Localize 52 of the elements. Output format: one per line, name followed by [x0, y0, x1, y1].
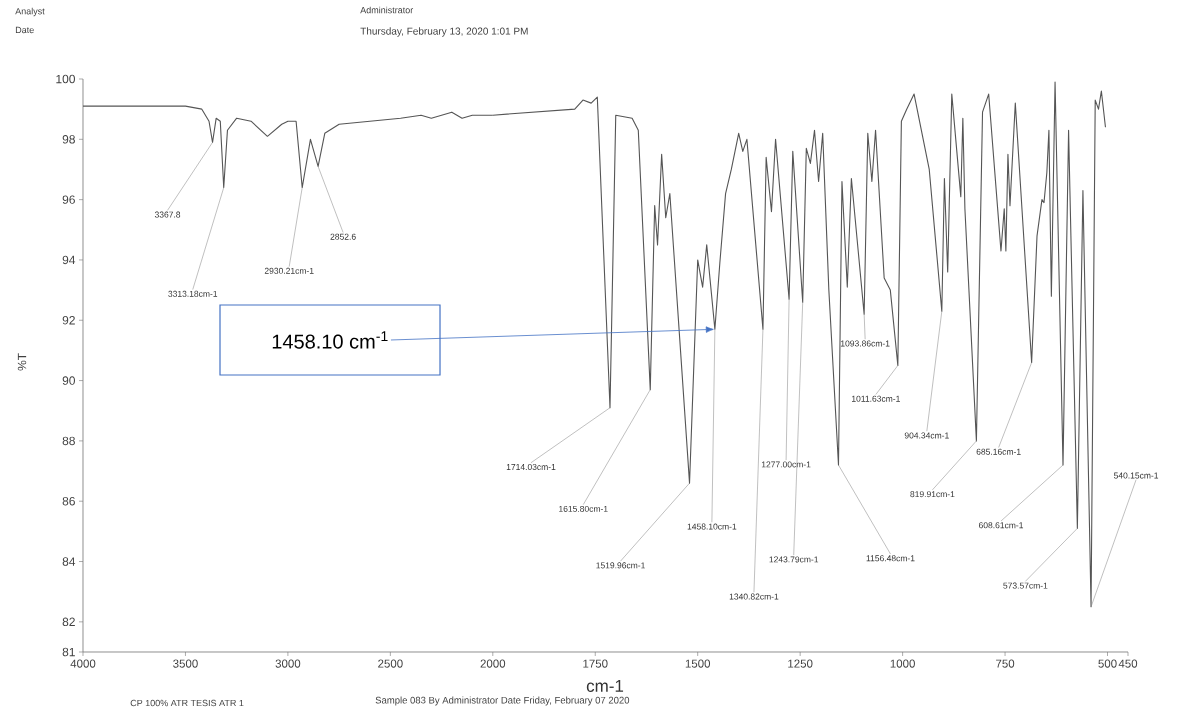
- x-tick-label: 2000: [480, 659, 506, 668]
- x-tick-label: 3000: [275, 659, 301, 668]
- x-tick-label: 500: [1098, 659, 1117, 668]
- annotation: 3367.8: [154, 211, 181, 218]
- x-tick-label: 750: [996, 659, 1015, 668]
- annotation: 1519.96cm-1: [596, 562, 645, 569]
- y-tick-label: 84: [62, 557, 76, 566]
- annotation: 2930.21cm-1: [264, 267, 314, 274]
- annotation: 1458.10 cm$^{-1}$: [272, 331, 388, 349]
- x-tick-label: 2500: [378, 659, 403, 668]
- x-tick-label: 1250: [788, 659, 813, 668]
- x-tick-label: 1000: [890, 659, 915, 668]
- text: CP 100% ATR TESIS ATR 1: [130, 699, 244, 707]
- annotation: 608.61cm-1: [979, 522, 1024, 529]
- annotation: 1340.82cm-1: [729, 593, 779, 600]
- annotation: 819.91cm-1: [910, 491, 955, 498]
- x-tick-label: 4000: [70, 659, 96, 668]
- text: Sample 083 By Administrator Date Friday, February 07 2020: [375, 696, 630, 706]
- annotation: 904.34cm-1: [904, 432, 949, 439]
- y-tick-label: 88: [62, 436, 75, 446]
- annotation: 1243.79cm-1: [769, 556, 819, 563]
- annotation: 1011.63cm-1: [852, 395, 900, 402]
- y-tick-label: 90: [62, 376, 75, 385]
- annotation: 3313.18cm-1: [168, 290, 218, 297]
- y-tick-label: 81: [62, 647, 75, 657]
- annotation: 2852.6: [330, 233, 356, 240]
- annotation: 1458.10cm-1: [687, 523, 737, 530]
- y-tick-label: 82: [62, 617, 75, 627]
- annotation: 1156.48cm-1: [866, 555, 915, 562]
- annotation: 1093.86cm-1: [840, 340, 890, 347]
- x-tick-label: 3500: [173, 659, 198, 668]
- text: Administrator: [360, 6, 414, 14]
- annotation: 540.15cm-1: [1113, 472, 1159, 479]
- y-tick-label: 92: [62, 316, 75, 325]
- y-tick-label: 100: [56, 74, 75, 84]
- y-tick-label: 98: [62, 135, 75, 144]
- y-tick-label: 96: [62, 195, 75, 204]
- text: Analyst: [15, 7, 45, 17]
- annotation: 1277.00cm-1: [761, 461, 811, 468]
- annotation: 1714.03cm-1: [506, 463, 556, 470]
- y-axis-title: %T: [17, 353, 27, 371]
- y-tick-label: 86: [62, 496, 75, 506]
- x-tick-label: 1750: [583, 659, 608, 668]
- annotation: 685.16cm-1: [976, 448, 1021, 455]
- x-axis-title: cm-1: [586, 680, 624, 692]
- annotation: 1615.80cm-1: [559, 505, 608, 512]
- annotation: 573.57cm-1: [1003, 582, 1048, 589]
- text: Thursday, February 13, 2020 1:01 PM: [360, 27, 528, 37]
- x-tick-label: 1500: [685, 659, 711, 668]
- y-tick-label: 94: [62, 255, 76, 265]
- x-tick-label: 450: [1118, 659, 1138, 668]
- text: Date: [15, 26, 34, 34]
